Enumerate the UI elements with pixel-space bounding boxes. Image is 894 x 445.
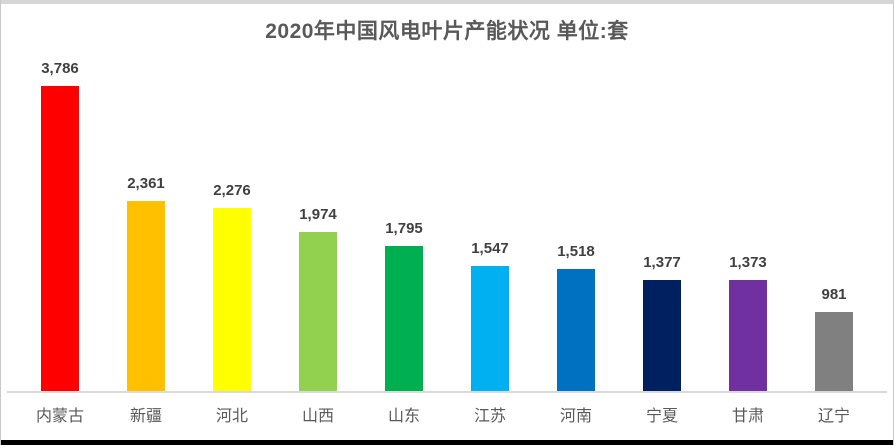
bar-宁夏 [643,280,681,391]
bar-value-label: 1,373 [729,254,767,271]
x-axis-labels: 内蒙古 新疆 河北 山西 山东 江苏 河南 宁夏 甘肃 辽宁 [7,393,887,435]
bar-value-label: 981 [821,286,847,303]
bar-河南 [557,269,595,391]
frame-top-strip [1,0,893,4]
x-axis-label: 山东 [387,408,420,425]
bar-group: 1,795 [361,220,447,391]
bar-value-label: 2,361 [127,175,165,192]
bar-value-label: 1,795 [385,220,423,237]
bar-value-label: 3,786 [41,60,79,77]
bar-group: 1,974 [275,206,361,391]
bar-group: 3,786 [17,60,103,391]
bar-group: 1,518 [533,243,619,391]
frame-bottom-strip [1,440,893,445]
bar-河北 [213,208,251,391]
bar-内蒙古 [41,86,79,391]
x-axis-label: 内蒙古 [35,408,84,425]
bar-value-label: 2,276 [213,182,251,199]
bar-新疆 [127,201,165,391]
x-axis-label: 新疆 [129,408,162,425]
bar-group: 1,377 [619,254,705,391]
x-axis-label: 宁夏 [645,408,678,425]
bar-江苏 [471,266,509,391]
x-axis-label: 江苏 [473,408,506,425]
x-axis-label: 辽宁 [817,408,850,425]
bars: 3,786 2,361 2,276 1,974 1,795 1,547 1,518 1,377… [7,56,887,391]
plot-area: 3,786 2,361 2,276 1,974 1,795 1,547 1,518 1,377… [7,56,887,393]
bar-value-label: 1,974 [299,206,337,223]
bar-山西 [299,232,337,391]
chart-title: 2020年中国风电叶片产能状况 单位:套 [265,20,629,43]
bar-group: 1,547 [447,240,533,391]
bar-甘肃 [729,280,767,391]
bar-value-label: 1,377 [643,254,681,271]
x-axis-label: 甘肃 [731,408,764,425]
bar-辽宁 [815,312,853,391]
bar-group: 1,373 [705,254,791,391]
bar-value-label: 1,547 [471,240,509,257]
x-axis-label: 山西 [301,408,334,425]
bar-value-label: 1,518 [557,243,595,260]
bar-山东 [385,246,423,391]
bar-group: 2,361 [103,175,189,391]
x-axis-label: 河南 [559,408,592,425]
bar-group: 981 [791,286,877,391]
x-axis-label: 河北 [215,408,248,425]
bar-group: 2,276 [189,182,275,391]
